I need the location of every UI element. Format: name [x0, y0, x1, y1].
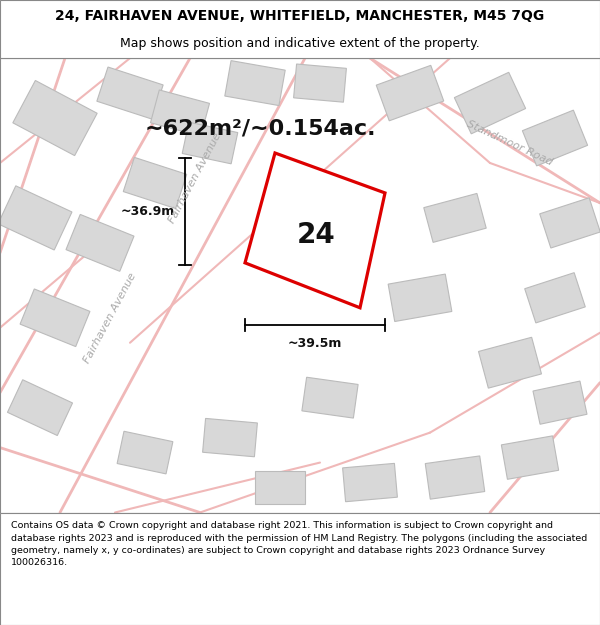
Polygon shape [523, 110, 587, 166]
Text: ~622m²/~0.154ac.: ~622m²/~0.154ac. [144, 118, 376, 138]
Polygon shape [151, 90, 209, 136]
Polygon shape [293, 64, 346, 102]
Polygon shape [0, 186, 72, 250]
Polygon shape [182, 122, 238, 164]
Polygon shape [540, 198, 600, 248]
Text: Fairhaven Avenue: Fairhaven Avenue [167, 131, 223, 225]
Polygon shape [97, 67, 163, 119]
Polygon shape [203, 418, 257, 457]
Polygon shape [255, 471, 305, 504]
Polygon shape [245, 153, 385, 308]
Polygon shape [302, 378, 358, 418]
Text: 24: 24 [296, 221, 335, 249]
Polygon shape [388, 274, 452, 321]
Text: Standmoor Road: Standmoor Road [466, 119, 554, 168]
Polygon shape [123, 158, 187, 209]
Polygon shape [454, 72, 526, 134]
Polygon shape [343, 463, 397, 502]
Polygon shape [20, 289, 90, 347]
Polygon shape [376, 66, 444, 121]
Polygon shape [424, 193, 486, 242]
Text: ~36.9m: ~36.9m [121, 205, 175, 218]
Text: Fairhaven Avenue: Fairhaven Avenue [82, 271, 138, 364]
Polygon shape [479, 338, 541, 388]
Polygon shape [7, 380, 73, 436]
Text: Contains OS data © Crown copyright and database right 2021. This information is : Contains OS data © Crown copyright and d… [11, 521, 587, 567]
Polygon shape [425, 456, 485, 499]
Text: ~39.5m: ~39.5m [288, 337, 342, 350]
Polygon shape [117, 431, 173, 474]
Polygon shape [533, 381, 587, 424]
Text: Map shows position and indicative extent of the property.: Map shows position and indicative extent… [120, 37, 480, 50]
Polygon shape [66, 214, 134, 271]
Text: 24, FAIRHAVEN AVENUE, WHITEFIELD, MANCHESTER, M45 7QG: 24, FAIRHAVEN AVENUE, WHITEFIELD, MANCHE… [55, 9, 545, 23]
Polygon shape [502, 436, 559, 479]
Polygon shape [525, 272, 585, 323]
Polygon shape [13, 81, 97, 156]
Polygon shape [225, 61, 285, 106]
